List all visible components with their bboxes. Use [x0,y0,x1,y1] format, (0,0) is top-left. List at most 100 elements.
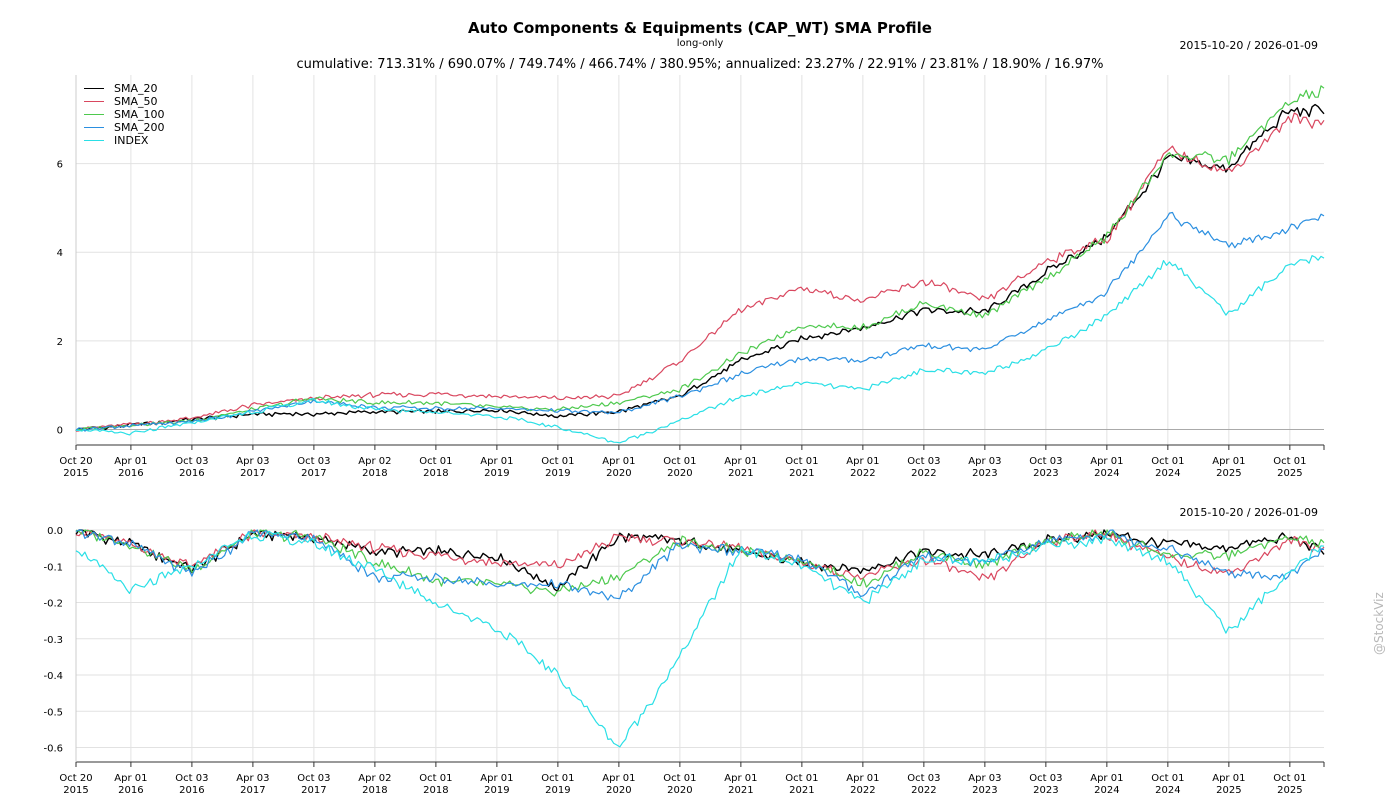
x-tick-year: 2024 [1094,785,1119,796]
legend-swatch [84,127,104,128]
x-tick-label: Apr 03 [236,773,269,784]
x-tick-label: Oct 01 [419,773,452,784]
x-tick-year: 2025 [1277,785,1302,796]
x-tick-label: Apr 02 [358,456,391,467]
x-tick-year: 2018 [362,785,387,796]
chart-legend: SMA_20 SMA_50 SMA_100 SMA_200 INDEX [84,82,165,147]
x-tick-label: Oct 20 [59,773,92,784]
x-tick-year: 2021 [728,468,753,479]
y-tick-label: 0 [57,425,63,436]
x-tick-label: Apr 03 [968,773,1001,784]
x-tick-year: 2016 [179,468,204,479]
date-range-bottom: 2015-10-20 / 2026-01-09 [1179,506,1318,519]
y-tick-label: -0.3 [43,635,63,646]
x-tick-label: Apr 01 [846,773,879,784]
x-tick-year: 2024 [1155,785,1180,796]
x-tick-year: 2018 [423,785,448,796]
x-tick-year: 2022 [911,468,936,479]
series-line-sma-100 [75,529,1325,597]
x-tick-label: Oct 01 [663,773,696,784]
legend-label: SMA_20 [114,82,158,95]
x-tick-label: Oct 01 [541,456,574,467]
x-tick-year: 2015 [63,468,88,479]
x-tick-label: Apr 01 [114,456,147,467]
x-tick-year: 2017 [301,785,326,796]
legend-label: SMA_100 [114,108,165,121]
x-tick-year: 2019 [484,785,509,796]
series-line-sma-200 [75,529,1325,601]
x-tick-label: Apr 01 [114,773,147,784]
y-tick-label: -0.2 [43,599,63,610]
x-tick-label: Apr 01 [480,456,513,467]
x-tick-year: 2019 [545,468,570,479]
x-tick-year: 2022 [850,468,875,479]
x-tick-year: 2023 [1033,785,1058,796]
series-line-sma-20 [75,103,1325,432]
series-line-sma-50 [75,112,1325,432]
x-tick-year: 2020 [667,468,692,479]
x-tick-year: 2020 [606,468,631,479]
series-line-sma-200 [75,211,1325,432]
legend-label: SMA_200 [114,121,165,134]
x-tick-year: 2021 [728,785,753,796]
chart-subtitle: long-only [676,38,724,49]
x-tick-label: Oct 03 [175,456,208,467]
x-tick-label: Oct 01 [1151,456,1184,467]
legend-swatch [84,140,104,141]
x-tick-year: 2019 [484,468,509,479]
y-tick-label: -0.6 [43,744,63,755]
x-tick-year: 2017 [240,785,265,796]
x-tick-label: Apr 01 [1212,456,1245,467]
x-tick-label: Apr 01 [1090,456,1123,467]
x-tick-year: 2016 [118,785,143,796]
legend-item: SMA_100 [84,108,165,121]
x-tick-label: Oct 03 [907,456,940,467]
x-tick-label: Oct 01 [1273,773,1306,784]
x-tick-label: Apr 01 [480,773,513,784]
y-tick-label: -0.1 [43,562,63,573]
series-line-sma-100 [75,85,1325,431]
x-tick-label: Oct 03 [1029,773,1062,784]
y-tick-label: 0.0 [47,526,63,537]
x-tick-year: 2019 [545,785,570,796]
x-tick-year: 2016 [118,468,143,479]
x-tick-year: 2018 [423,468,448,479]
performance-stats: cumulative: 713.31% / 690.07% / 749.74% … [296,57,1104,72]
legend-item: INDEX [84,134,165,147]
x-tick-year: 2024 [1155,468,1180,479]
x-tick-year: 2023 [972,468,997,479]
x-tick-year: 2024 [1094,468,1119,479]
y-tick-label: 2 [57,337,63,348]
date-range-top: 2015-10-20 / 2026-01-09 [1179,39,1318,52]
chart-title: Auto Components & Equipments (CAP_WT) SM… [468,19,932,37]
x-tick-label: Oct 03 [907,773,940,784]
x-tick-year: 2016 [179,785,204,796]
x-tick-label: Oct 03 [1029,456,1062,467]
x-tick-year: 2017 [240,468,265,479]
x-tick-label: Oct 01 [785,773,818,784]
x-tick-year: 2018 [362,468,387,479]
series-line-index [75,530,1325,748]
y-tick-label: 4 [57,248,63,259]
x-tick-label: Oct 01 [785,456,818,467]
x-tick-label: Oct 01 [1273,456,1306,467]
x-tick-label: Apr 01 [724,456,757,467]
x-tick-year: 2025 [1216,468,1241,479]
x-tick-year: 2022 [911,785,936,796]
y-tick-label: 6 [57,160,63,171]
legend-item: SMA_20 [84,82,165,95]
x-tick-label: Apr 01 [724,773,757,784]
x-tick-year: 2021 [789,785,814,796]
x-tick-year: 2021 [789,468,814,479]
x-tick-year: 2017 [301,468,326,479]
x-tick-label: Apr 03 [968,456,1001,467]
x-tick-label: Oct 03 [297,773,330,784]
x-tick-year: 2023 [1033,468,1058,479]
legend-item: SMA_50 [84,95,165,108]
y-tick-label: -0.5 [43,707,63,718]
x-tick-year: 2020 [606,785,631,796]
x-tick-label: Oct 01 [663,456,696,467]
x-tick-year: 2025 [1277,468,1302,479]
x-tick-year: 2023 [972,785,997,796]
